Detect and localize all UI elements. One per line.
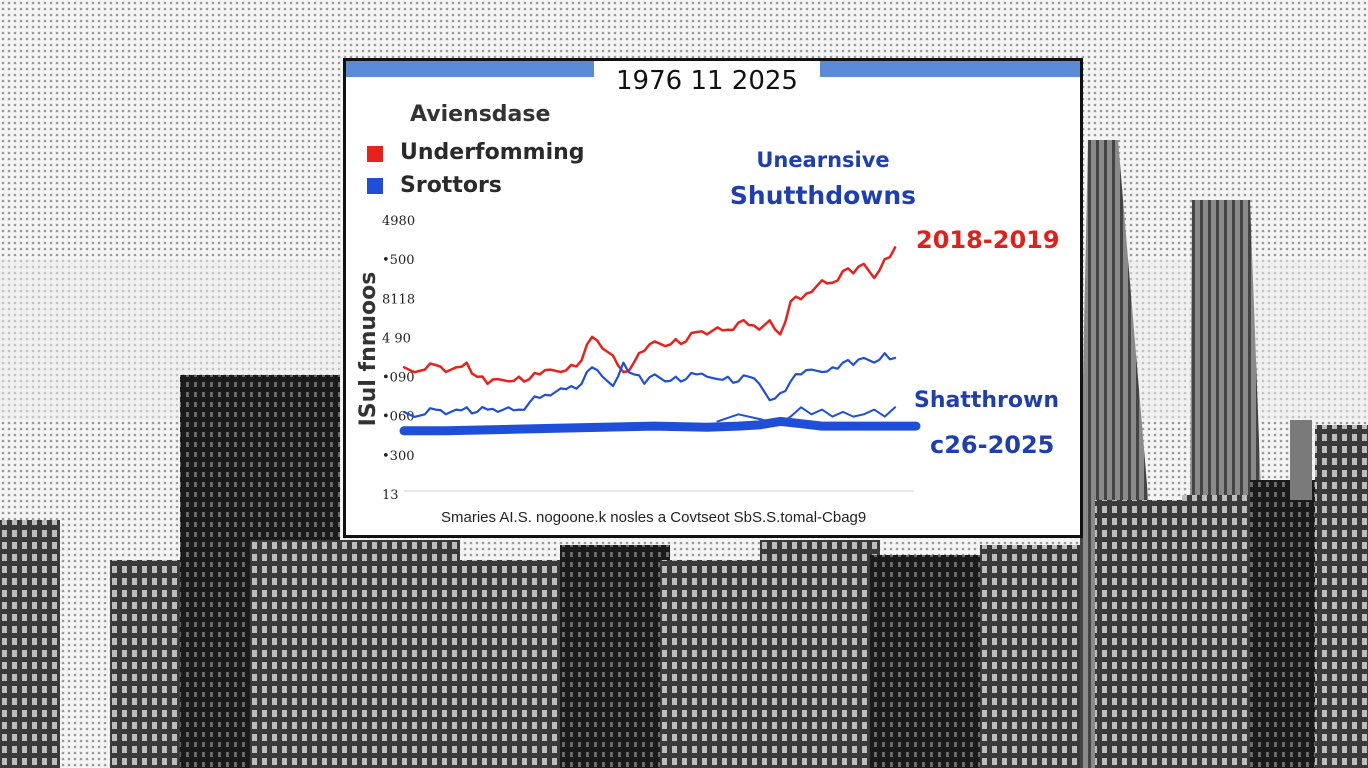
legend-title: Aviensdase bbox=[410, 102, 550, 127]
y-tick-label: 8118 bbox=[382, 292, 415, 307]
series-lines bbox=[404, 247, 916, 430]
series-line-2 bbox=[404, 421, 916, 430]
legend-swatch-blue bbox=[367, 178, 383, 194]
y-axis-label: ISul fnnuoos bbox=[356, 272, 381, 427]
annotation-top-line1: Unearnsive bbox=[756, 148, 889, 172]
annotation-top-line2: Shutthdowns bbox=[730, 181, 916, 210]
annotation-blue-label: Shatthrown bbox=[914, 388, 1059, 413]
y-tick-label: 4980 bbox=[382, 214, 415, 229]
chart-svg: 1976 11 2025 Aviensdase Underfomming Sro… bbox=[346, 61, 1080, 535]
legend-label-blue: Srottors bbox=[400, 173, 502, 198]
series-line-0 bbox=[404, 247, 895, 383]
series-line-1 bbox=[404, 353, 895, 417]
legend-swatch-red bbox=[367, 146, 383, 162]
y-tick-label: •060 bbox=[382, 410, 414, 425]
chart-title: 1976 11 2025 bbox=[616, 66, 798, 96]
annotation-red-period: 2018-2019 bbox=[916, 226, 1060, 254]
annotation-blue-period: c26-2025 bbox=[930, 431, 1054, 459]
y-ticks: 4980 •500 8118 4 90 •090 •060 •300 13 bbox=[382, 214, 415, 503]
y-tick-label: •300 bbox=[382, 449, 414, 464]
y-tick-label: •500 bbox=[382, 253, 414, 268]
legend-label-red: Underfomming bbox=[400, 140, 585, 165]
source-note: Smaries AI.S. nogoone.k nosles a Covtseo… bbox=[441, 509, 866, 526]
y-tick-label: 13 bbox=[382, 488, 399, 503]
y-tick-label: •090 bbox=[382, 371, 414, 386]
chart-card: 1976 11 2025 Aviensdase Underfomming Sro… bbox=[343, 58, 1083, 538]
y-tick-label: 4 90 bbox=[382, 331, 411, 346]
